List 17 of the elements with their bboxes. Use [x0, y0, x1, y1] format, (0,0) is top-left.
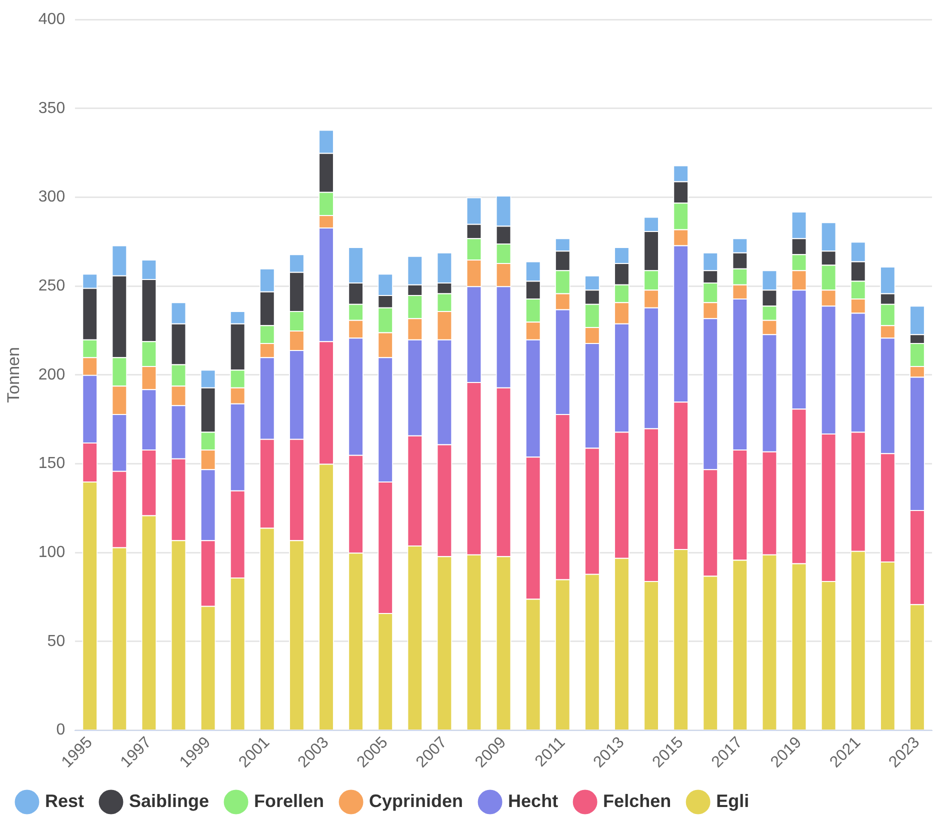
legend-label: Rest	[45, 790, 84, 811]
y-axis-title: Tonnen	[4, 347, 23, 403]
legend-label: Forellen	[254, 790, 324, 811]
legend-label: Egli	[716, 790, 750, 811]
legend-label: Felchen	[603, 790, 672, 811]
y-tick-label: 150	[38, 455, 66, 472]
y-tick-label: 100	[38, 544, 66, 561]
y-tick-label: 50	[47, 632, 66, 650]
y-tick-label: 400	[38, 11, 66, 28]
y-tick-label: 300	[38, 188, 66, 206]
legend-label: Saiblinge	[129, 790, 210, 811]
legend-label: Cypriniden	[369, 790, 464, 811]
legend-label: Hecht	[508, 790, 558, 811]
y-tick-label: 350	[38, 100, 66, 117]
y-tick-label: 0	[56, 722, 66, 739]
y-tick-label: 200	[38, 366, 66, 384]
y-tick-label: 250	[38, 278, 66, 294]
